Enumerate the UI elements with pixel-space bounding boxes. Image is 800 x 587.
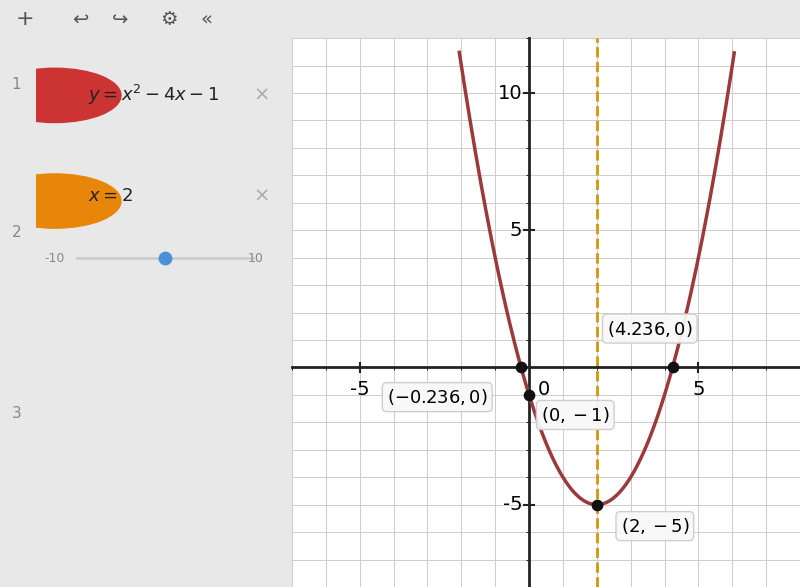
Text: 10: 10 — [498, 83, 522, 103]
Point — [158, 254, 171, 263]
Text: $(4.236, 0)$: $(4.236, 0)$ — [607, 319, 693, 339]
Text: ×: × — [253, 86, 270, 105]
Point — [522, 390, 535, 400]
Text: ×: × — [253, 187, 270, 205]
Circle shape — [0, 68, 121, 123]
Text: +: + — [16, 9, 34, 29]
Text: ↪: ↪ — [112, 9, 128, 29]
Text: 10: 10 — [248, 252, 264, 265]
Point — [514, 363, 527, 372]
Text: 2: 2 — [12, 225, 22, 239]
Text: ⚙: ⚙ — [160, 9, 178, 29]
Text: 5: 5 — [510, 221, 522, 239]
Text: $y = x^2 - 4x - 1$: $y = x^2 - 4x - 1$ — [88, 83, 219, 107]
Text: -5: -5 — [502, 495, 522, 514]
Text: ↩: ↩ — [72, 9, 88, 29]
Point — [666, 363, 679, 372]
Text: 1: 1 — [12, 76, 22, 92]
Text: $(2, -5)$: $(2, -5)$ — [621, 516, 690, 536]
Text: $(-0.236, 0)$: $(-0.236, 0)$ — [387, 387, 487, 407]
Text: 3: 3 — [12, 406, 22, 421]
Text: $x = 2$: $x = 2$ — [88, 187, 133, 205]
Text: «: « — [200, 9, 212, 29]
Text: $(0, -1)$: $(0, -1)$ — [541, 405, 610, 425]
Text: 5: 5 — [692, 380, 705, 399]
Text: 0: 0 — [538, 380, 550, 399]
Point — [590, 500, 603, 510]
Circle shape — [0, 174, 121, 228]
Text: -10: -10 — [44, 252, 64, 265]
Text: -5: -5 — [350, 380, 370, 399]
